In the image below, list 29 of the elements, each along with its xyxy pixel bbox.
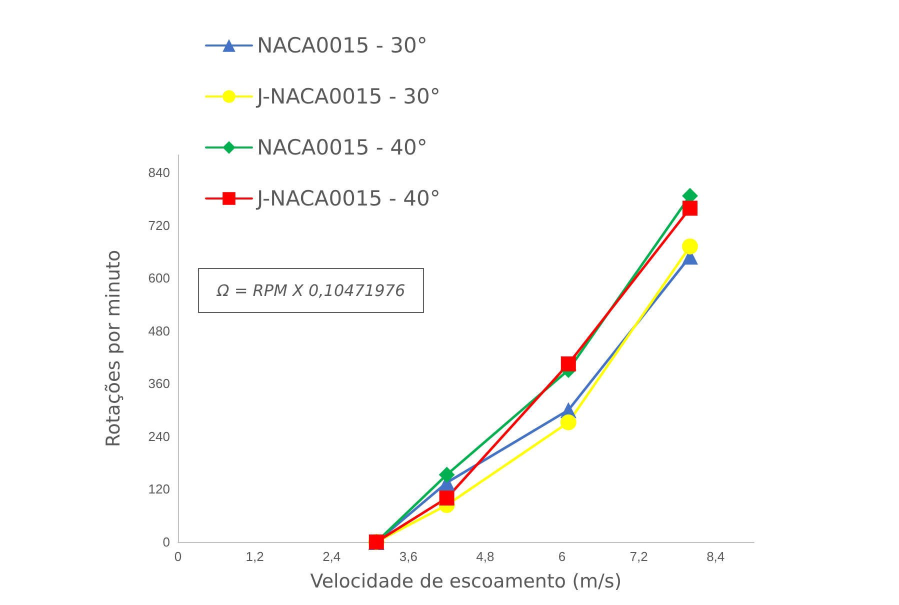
- x-tick-label: 6: [558, 549, 566, 564]
- y-tick-label: 120: [148, 482, 170, 497]
- y-tick-label: 240: [148, 428, 170, 444]
- y-tick-label: 0: [162, 534, 170, 550]
- x-tick-label: 2,4: [322, 549, 341, 564]
- legend-label: J-NACA0015 - 30°: [255, 84, 440, 108]
- legend-label: NACA0015 - 40°: [257, 136, 428, 160]
- x-tick-label: 0: [174, 549, 182, 564]
- annotation: Ω = RPM X 0,10471976: [198, 268, 424, 313]
- point: [682, 238, 698, 254]
- x-tick-label: 4,8: [476, 549, 494, 564]
- x-axis-title: Velocidade de escoamento (m/s): [310, 570, 622, 592]
- y-tick-label: 600: [148, 270, 170, 286]
- x-tick-label: 8,4: [706, 549, 725, 564]
- legend-label: J-NACA0015 - 40°: [255, 186, 440, 210]
- point: [682, 200, 698, 216]
- point: [439, 490, 454, 506]
- y-axis-title: Rotações por minuto: [102, 250, 124, 448]
- y-tick-label: 480: [148, 323, 170, 338]
- legend-label: NACA0015 - 30°: [257, 34, 428, 58]
- point: [560, 414, 576, 430]
- y-tick-label: 840: [148, 165, 170, 180]
- y-tick-label: 720: [148, 218, 170, 233]
- point: [560, 356, 576, 372]
- y-tick-label: 360: [148, 376, 170, 392]
- point: [438, 466, 455, 483]
- x-tick-label: 3,6: [399, 549, 418, 564]
- x-tick-label: 1,2: [246, 549, 264, 564]
- x-tick-label: 7,2: [630, 549, 648, 564]
